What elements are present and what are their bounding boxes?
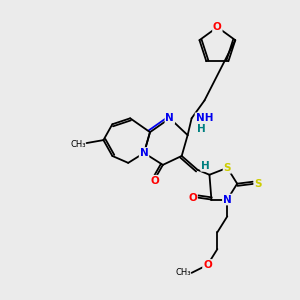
Text: CH₃: CH₃ [70, 140, 85, 148]
Text: H: H [201, 161, 210, 171]
Text: CH₃: CH₃ [175, 268, 190, 278]
Text: O: O [188, 193, 197, 202]
Text: S: S [254, 179, 262, 189]
Text: N: N [223, 194, 232, 205]
Text: O: O [213, 22, 222, 32]
Text: O: O [203, 260, 212, 270]
Text: N: N [165, 113, 174, 123]
Text: O: O [151, 176, 159, 186]
Text: H: H [197, 124, 206, 134]
Text: NH: NH [196, 113, 213, 123]
Text: S: S [224, 163, 231, 173]
Text: N: N [140, 148, 148, 158]
